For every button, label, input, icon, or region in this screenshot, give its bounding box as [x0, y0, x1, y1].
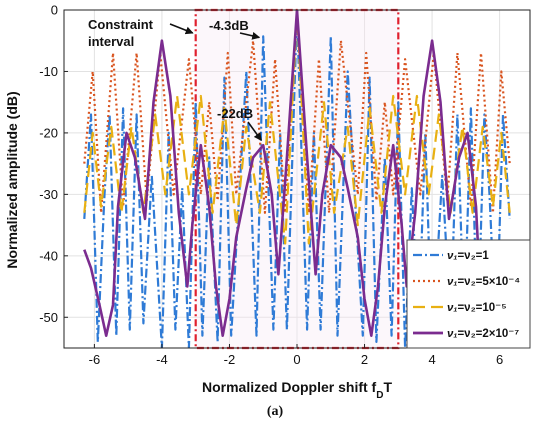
x-tick-label-4: 2: [361, 352, 368, 367]
figure-caption: (a): [266, 404, 284, 419]
x-axis-title-subscript: D: [376, 390, 383, 401]
y-tick-label-0: 0: [51, 3, 58, 18]
annotations: Constraint interval -4.3dB -22dB: [88, 17, 262, 142]
x-tick-label-5: 4: [428, 352, 435, 367]
y-axis-title: Normalized amplitude (dB): [4, 91, 20, 268]
legend: ν₁=ν₂=1 ν₁=ν₂=5×10⁻⁴ ν₁=ν₂=10⁻⁵ ν₁=ν₂=2×10⁻…: [406, 239, 531, 349]
tick-labels: -6 -4 -2 0 2 4 60-10-20-30-40-50: [39, 3, 503, 368]
annotation-arrow-4-3db: [239, 31, 261, 40]
annotation-sidelobe-22db: -22dB: [217, 106, 253, 121]
legend-label-2: ν₁=ν₂=5×10⁻⁴: [447, 276, 520, 288]
legend-label-1: ν₁=ν₂=1: [447, 250, 489, 262]
constraint-label-line2: interval: [88, 34, 134, 49]
x-axis-title: Normalized Doppler shift fDT: [202, 379, 392, 400]
y-tick-label-1: -10: [39, 64, 58, 79]
annotation-sidelobe-4-3db: -4.3dB: [209, 18, 249, 33]
x-tick-label-2: -2: [224, 352, 236, 367]
legend-box: [406, 239, 531, 349]
x-tick-label-0: -6: [89, 352, 101, 367]
chart: -6 -4 -2 0 2 4 60-10-20-30-40-50 Constraintint…: [4, 3, 531, 401]
y-tick-label-2: -20: [39, 125, 58, 140]
x-tick-label-3: 0: [293, 352, 300, 367]
legend-label-4: ν₁=ν₂=2×10⁻⁷: [447, 328, 519, 340]
series-line-4: [83, 10, 511, 337]
y-tick-label-4: -40: [39, 248, 58, 263]
legend-label-3: ν₁=ν₂=10⁻⁵: [447, 302, 507, 314]
x-axis-title-tail: T: [383, 379, 392, 395]
y-tick-label-3: -30: [39, 187, 58, 202]
x-tick-label-1: -4: [156, 352, 168, 367]
constraint-label-line1: Constraint: [88, 17, 154, 32]
x-tick-label-6: 6: [496, 352, 503, 367]
y-tick-label-5: -50: [39, 310, 58, 325]
x-axis-title-main: Normalized Doppler shift f: [202, 379, 377, 395]
annotation-arrow-22db: [247, 121, 262, 142]
constraint-arrow: [169, 23, 194, 35]
